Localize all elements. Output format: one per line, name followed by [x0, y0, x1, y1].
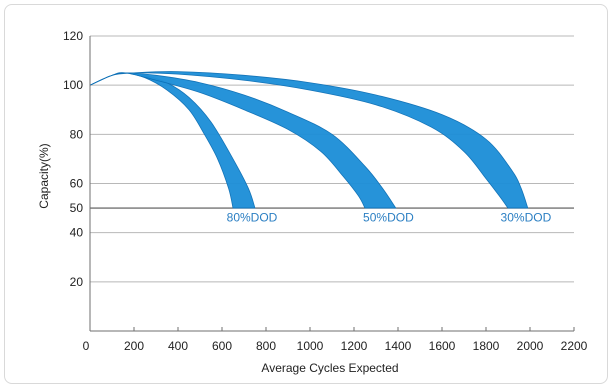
- y-tick-label-40: 40: [70, 226, 84, 240]
- x-tick-label-400: 400: [168, 339, 188, 353]
- x-axis-label: Average Cycles Expected: [261, 361, 398, 375]
- band-30-dod: [89, 71, 529, 209]
- x-tick-label-2200: 2200: [561, 339, 588, 353]
- y-tick-label-120: 120: [63, 29, 83, 43]
- axes: [89, 36, 575, 332]
- x-tick-label-800: 800: [256, 339, 276, 353]
- y-tick-label-50: 50: [70, 201, 84, 215]
- x-tick-label-1800: 1800: [473, 339, 500, 353]
- x-tick-label-2000: 2000: [517, 339, 544, 353]
- y-axis-label: Capacity(%): [37, 143, 51, 208]
- series-labels: 80%DOD 50%DOD 30%DOD: [227, 211, 552, 225]
- series-label-50-dod: 50%DOD: [363, 211, 414, 225]
- y-tick-label-20: 20: [70, 275, 84, 289]
- x-tick-label-1200: 1200: [341, 339, 368, 353]
- series-label-80-dod: 80%DOD: [227, 211, 278, 225]
- band-50-dod: [89, 72, 397, 209]
- x-tick-label-1600: 1600: [429, 339, 456, 353]
- series-label-30-dod: 30%DOD: [501, 211, 552, 225]
- x-tick-label-600: 600: [212, 339, 232, 353]
- y-tick-label-60: 60: [70, 177, 84, 191]
- grid-lines: [90, 35, 574, 283]
- y-tick-label-80: 80: [70, 127, 84, 141]
- x-tick-label-0: 0: [83, 339, 90, 353]
- x-tick-label-1000: 1000: [297, 339, 324, 353]
- x-tick-label-200: 200: [124, 339, 144, 353]
- x-tick-label-1400: 1400: [385, 339, 412, 353]
- y-tick-label-100: 100: [63, 78, 83, 92]
- dod-bands: [89, 71, 529, 209]
